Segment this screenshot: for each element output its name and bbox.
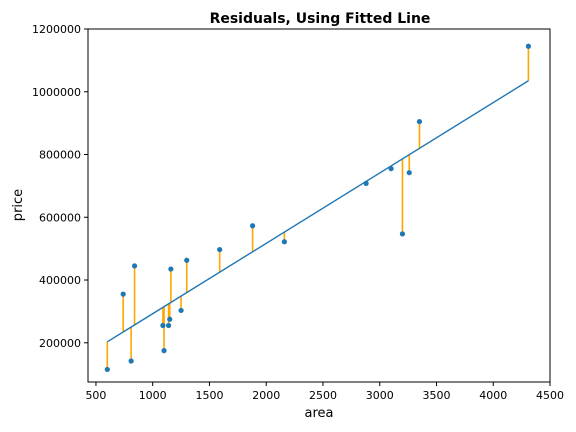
y-tick-label: 1200000 xyxy=(32,23,81,36)
y-tick-label: 200000 xyxy=(39,337,81,350)
chart-title: Residuals, Using Fitted Line xyxy=(210,11,431,27)
data-point xyxy=(525,43,532,49)
x-tick-label: 1000 xyxy=(139,389,167,402)
data-point xyxy=(167,316,173,322)
data-point xyxy=(131,263,138,269)
x-tick-label: 2000 xyxy=(252,389,280,402)
x-axis-label: area xyxy=(305,406,334,421)
x-tick-label: 3000 xyxy=(366,389,394,402)
data-point xyxy=(388,166,394,172)
data-point xyxy=(128,358,134,364)
data-point xyxy=(120,291,126,297)
fitted-line xyxy=(106,80,529,343)
data-point xyxy=(178,307,184,314)
data-point xyxy=(217,246,223,253)
x-tick-label: 1500 xyxy=(195,389,223,402)
x-tick-label: 3500 xyxy=(422,389,450,402)
y-axis-label: price xyxy=(11,189,26,221)
axes-frame xyxy=(87,28,551,383)
data-point xyxy=(281,239,287,245)
y-tick-label: 400000 xyxy=(39,274,81,287)
x-tick-label: 2500 xyxy=(309,389,337,402)
data-point xyxy=(168,266,174,272)
data-point xyxy=(104,366,110,373)
y-axis-ticks: 200000 400000 600000 800000 1000000 1200000 xyxy=(32,23,88,350)
data-point xyxy=(416,118,423,125)
data-point xyxy=(406,170,412,176)
data-point xyxy=(363,180,369,186)
x-axis-ticks: 500 1000 1500 2000 2500 3000 3500 4000 4500 xyxy=(85,382,564,402)
y-tick-label: 600000 xyxy=(39,211,81,224)
data-point xyxy=(165,322,172,329)
y-tick-label: 800000 xyxy=(39,149,81,162)
plot-area xyxy=(104,43,532,373)
x-tick-label: 4500 xyxy=(536,389,564,402)
data-point xyxy=(399,231,406,237)
x-tick-label: 500 xyxy=(85,389,106,402)
data-point xyxy=(161,348,167,354)
x-tick-label: 4000 xyxy=(479,389,507,402)
data-point xyxy=(249,223,256,229)
y-tick-label: 1000000 xyxy=(32,86,81,99)
data-point xyxy=(184,257,190,263)
data-point xyxy=(160,322,166,329)
